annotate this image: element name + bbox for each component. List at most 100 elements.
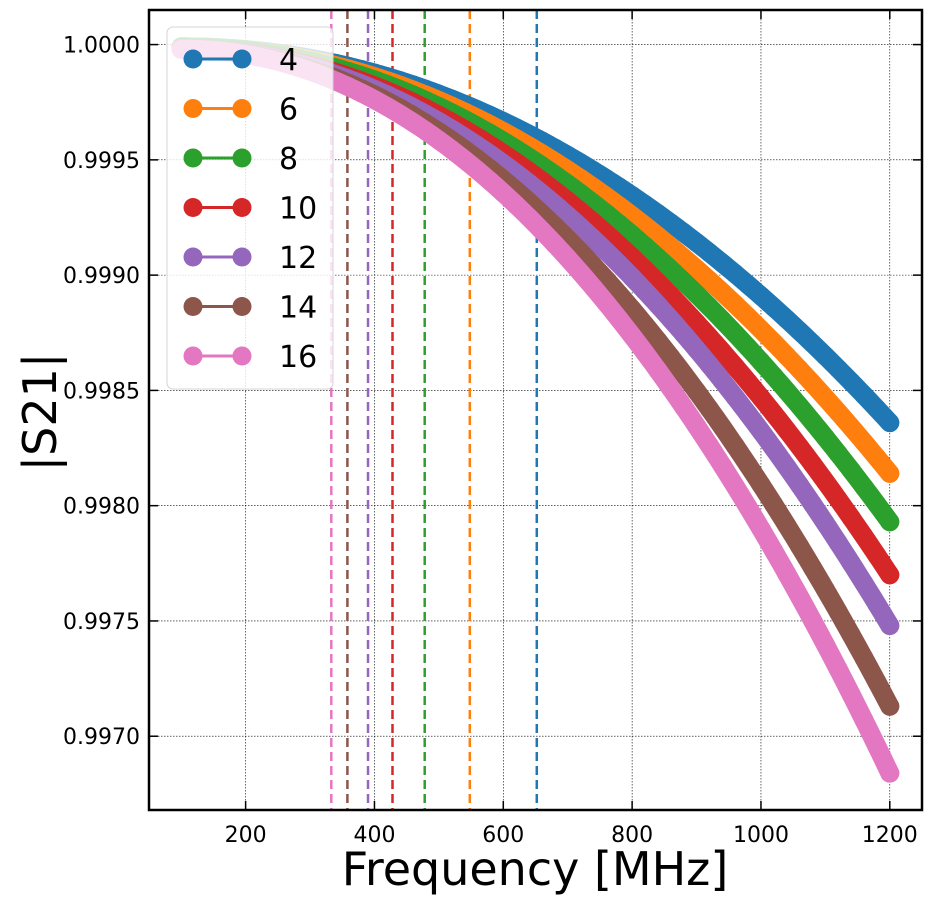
data-point — [790, 475, 810, 495]
data-point — [712, 253, 732, 273]
data-point — [867, 448, 887, 468]
data-point — [738, 275, 758, 295]
data-point — [635, 343, 655, 363]
data-point — [648, 248, 668, 268]
data-point — [699, 270, 719, 290]
data-point — [583, 229, 603, 249]
plot-frame — [147, 8, 924, 812]
data-point — [828, 602, 848, 622]
data-point — [622, 267, 642, 287]
data-point — [725, 357, 745, 377]
data-point — [880, 763, 900, 783]
data-point — [764, 495, 784, 515]
x-axis-title: Frequency [MHz] — [342, 842, 729, 896]
data-point — [815, 388, 835, 408]
data-point — [596, 241, 616, 261]
data-point — [815, 580, 835, 600]
data-point — [648, 331, 668, 351]
data-point — [880, 512, 900, 532]
x-tick-label: 400 — [353, 823, 395, 848]
data-point — [687, 284, 707, 304]
data-point — [867, 399, 887, 419]
data-point — [635, 236, 655, 256]
data-point — [699, 355, 719, 375]
data-point — [596, 293, 616, 313]
data-point — [751, 421, 771, 441]
data-point — [532, 221, 552, 241]
data-point — [712, 371, 732, 391]
data-point — [661, 259, 681, 279]
legend-label: 16 — [279, 340, 317, 375]
data-point — [764, 333, 784, 353]
data-point — [712, 342, 732, 362]
data-point — [687, 416, 707, 436]
x-tick-label: 800 — [611, 823, 653, 848]
data-point — [712, 417, 732, 437]
data-point — [764, 297, 784, 317]
data-point — [880, 696, 900, 716]
legend-item-8: 8 — [183, 142, 298, 177]
data-point — [738, 455, 758, 475]
y-tick-label: 0.9975 — [63, 610, 140, 635]
data-point — [854, 573, 874, 593]
legend-label: 12 — [279, 241, 317, 276]
data-point — [867, 494, 887, 514]
data-point — [777, 346, 797, 366]
data-point — [764, 541, 784, 561]
y-tick-label: 0.9985 — [63, 379, 140, 404]
data-point — [790, 587, 810, 607]
legend-label: 4 — [279, 43, 298, 78]
data-point — [674, 299, 694, 319]
data-point — [802, 454, 822, 474]
data-point — [699, 297, 719, 317]
ticks: 200 400 600 800 1000 1200 0.9970 0.9975 0.9980 0.… — [63, 10, 922, 848]
legend-marker — [183, 198, 203, 217]
x-tick-label: 600 — [482, 823, 524, 848]
legend-label: 6 — [279, 93, 298, 128]
data-point — [506, 195, 526, 215]
y-tick-label: 0.9995 — [63, 149, 140, 174]
data-point — [867, 594, 887, 614]
data-point — [790, 360, 810, 380]
data-point — [468, 160, 488, 180]
data-point — [699, 327, 719, 347]
data-point — [854, 477, 874, 497]
data-point — [699, 436, 719, 456]
data-point — [790, 536, 810, 556]
data-point — [455, 150, 475, 170]
data-point — [738, 372, 758, 392]
data-point — [687, 313, 707, 333]
data-point — [480, 171, 500, 191]
data-point — [622, 225, 642, 245]
data-point — [764, 404, 784, 424]
data-point — [687, 259, 707, 279]
data-point — [725, 294, 745, 314]
data-point — [841, 372, 861, 392]
legend-marker — [183, 148, 203, 168]
data-point — [841, 460, 861, 480]
legend-marker — [183, 346, 203, 366]
data-point — [648, 295, 668, 315]
data-point — [854, 432, 874, 452]
data-point — [777, 457, 797, 477]
legend-marker — [232, 99, 252, 118]
data-point — [674, 324, 694, 344]
data-point — [841, 684, 861, 704]
legend-item-16: 16 — [183, 340, 317, 375]
data-point — [725, 324, 745, 344]
x-tick-label: 200 — [225, 823, 267, 848]
data-point — [854, 526, 874, 546]
data-point — [687, 233, 707, 253]
data-point — [841, 417, 861, 437]
data-point — [802, 494, 822, 514]
legend-label: 8 — [279, 142, 298, 177]
data-point — [622, 326, 642, 346]
data-point — [661, 347, 681, 367]
y-tick-label: 1.0000 — [63, 34, 140, 59]
legend-marker — [232, 346, 252, 366]
data-point — [802, 610, 822, 630]
legend-label: 10 — [279, 192, 317, 227]
data-point — [699, 399, 719, 419]
data-point — [802, 558, 822, 578]
